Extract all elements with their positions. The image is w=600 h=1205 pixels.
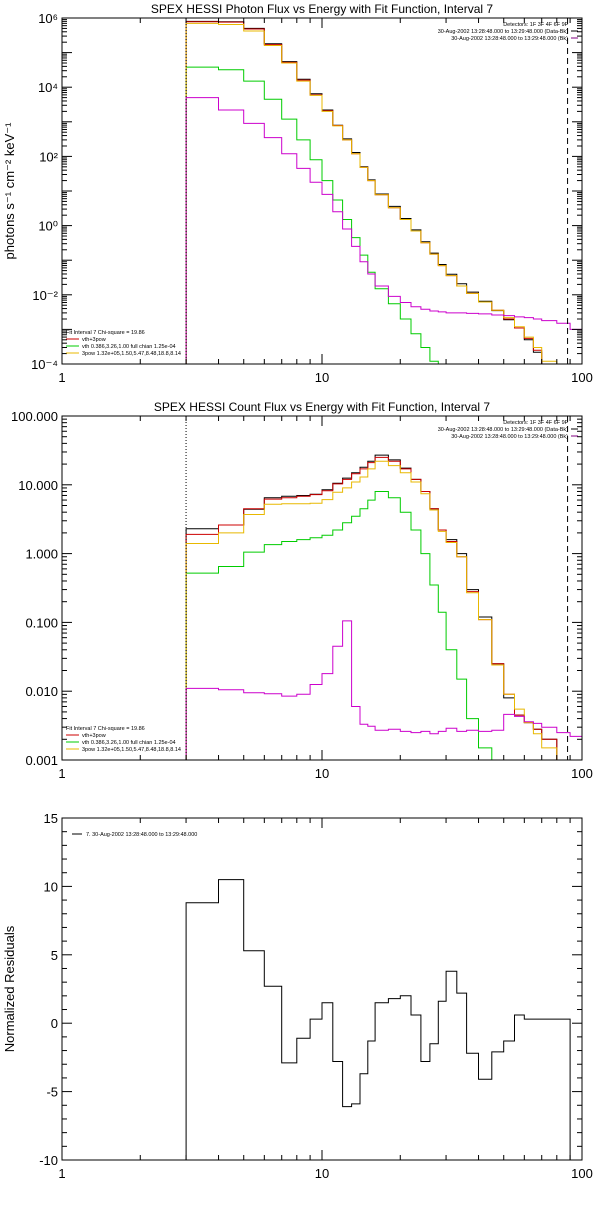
plot-frame	[61, 415, 583, 761]
y-tick-label: 0.001	[25, 753, 58, 768]
series-line-2	[185, 456, 571, 760]
series-line-1	[185, 879, 571, 1160]
y-tick-label: 10	[44, 879, 58, 894]
series-group	[185, 20, 582, 364]
y-axis-label: Normalized Residuals	[2, 925, 17, 1052]
x-tick-label: 10	[315, 766, 329, 781]
y-tick-label: 10⁶	[38, 11, 58, 26]
legend-entry: 30-Aug-2002 13:28:48.000 to 13:29:48.000…	[438, 29, 568, 35]
x-tick-label: 1	[58, 1166, 65, 1181]
legend-entry: 3pow 1.32e+05,1.50,5.47,8.48,18.8,8.14	[82, 351, 181, 357]
x-tick-label: 1	[58, 370, 65, 385]
legend-entry: 7. 30-Aug-2002 13:28:48.000 to 13:29:48.…	[86, 832, 197, 838]
y-tick-label: 100.000	[11, 409, 58, 424]
panel-title: SPEX HESSI Photon Flux vs Energy with Fi…	[151, 2, 493, 16]
panel-title: SPEX HESSI Count Flux vs Energy with Fit…	[154, 400, 490, 414]
legend-entry: 30-Aug-2002 13:28:48.000 to 13:29:48.000…	[451, 434, 568, 440]
y-tick-label: 15	[44, 811, 58, 826]
series-line-4	[185, 22, 558, 364]
series-line-3	[185, 66, 439, 364]
y-tick-label: 0	[51, 1016, 58, 1031]
y-tick-label: 0.010	[25, 684, 58, 699]
y-tick-label: 10²	[39, 149, 58, 164]
legend-entry: vth 0.386,3.26,1.00 full chian 1.25e-04	[82, 740, 176, 746]
legend-entry: Fit Interval 7 Chi-square = 19.86	[66, 330, 145, 336]
legend-entry: vth+3pow	[82, 337, 106, 343]
y-tick-label: 10⁻⁴	[31, 357, 58, 372]
x-tick-label: 100	[571, 1166, 593, 1181]
y-axis-label: photons s⁻¹ cm⁻² keV⁻¹	[2, 122, 17, 260]
legend-entry: Fit Interval 7 Chi-square = 19.86	[66, 726, 145, 732]
y-tick-label: 5	[51, 948, 58, 963]
legend-entry: 30-Aug-2002 13:28:48.000 to 13:29:48.000…	[451, 36, 568, 42]
y-tick-label: 10⁴	[38, 80, 58, 95]
x-tick-label: 10	[315, 1166, 329, 1181]
series-line-2	[185, 21, 543, 364]
legend-entry: Detectors: 1F 3F 4F 6F 9F	[503, 22, 568, 28]
y-tick-label: -5	[46, 1085, 58, 1100]
y-tick-label: -10	[39, 1153, 58, 1168]
x-tick-label: 10	[315, 370, 329, 385]
legend-entry: vth+3pow	[82, 733, 106, 739]
x-tick-label: 100	[571, 370, 593, 385]
x-tick-label: 100	[571, 766, 593, 781]
series-group	[185, 879, 571, 1160]
series-line-5	[185, 620, 582, 760]
legend-entry: 30-Aug-2002 13:28:48.000 to 13:29:48.000…	[438, 427, 568, 433]
series-line-1	[185, 20, 543, 364]
series-line-3	[185, 491, 493, 760]
series-line-4	[185, 460, 558, 760]
series-group	[185, 454, 582, 760]
legend-entry: Detectors: 1F 3F 4F 6F 9F	[503, 420, 568, 426]
y-tick-label: 10.000	[18, 478, 58, 493]
plot-frame	[61, 817, 583, 1161]
x-tick-label: 1	[58, 766, 65, 781]
y-tick-label: 10⁻²	[32, 288, 58, 303]
y-tick-label: 1.000	[25, 547, 58, 562]
series-line-5	[185, 97, 582, 364]
y-tick-label: 0.100	[25, 615, 58, 630]
legend-entry: vth 0.386,3.26,1.00 full chian 1.25e-04	[82, 344, 176, 350]
y-tick-label: 10⁰	[38, 219, 58, 234]
legend-entry: 3pow 1.32e+05,1.50,5.47,8.48,18.8,8.14	[82, 747, 181, 753]
